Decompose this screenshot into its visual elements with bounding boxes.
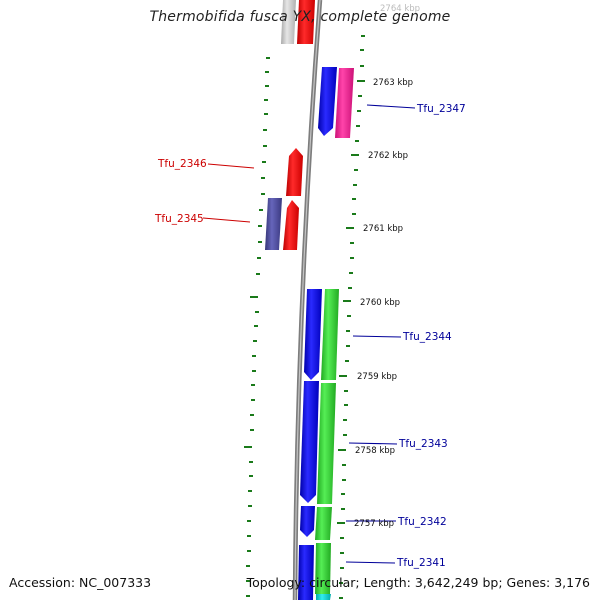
scale-tick-label: 2757 kbp	[354, 519, 394, 529]
gene-feature-tfu-2345[interactable]	[283, 200, 299, 250]
gene-feature-green-1[interactable]	[321, 289, 339, 380]
scale-tick-label: 2761 kbp	[363, 224, 403, 234]
accession-text: Accession: NC_007333	[9, 575, 152, 590]
gene-features	[265, 0, 354, 600]
gene-feature-tfu-2347[interactable]	[318, 67, 337, 136]
gene-label-tfu-2346[interactable]: Tfu_2346	[157, 158, 207, 170]
map-title: Thermobifida fusca YX, complete genome	[149, 9, 451, 25]
scale-tick-label: 2758 kbp	[355, 446, 395, 456]
gene-feature-tfu-2343[interactable]	[300, 381, 319, 503]
genome-summary-text: Topology: circular; Length: 3,642,249 bp…	[246, 575, 590, 590]
gene-label-tfu-2342[interactable]: Tfu_2342	[397, 516, 447, 528]
scale-tick-label: 2764 kbp	[380, 4, 420, 14]
gene-label-tfu-2347[interactable]: Tfu_2347	[416, 103, 466, 115]
gene-label-tfu-2341[interactable]: Tfu_2341	[396, 557, 446, 569]
label-leader-lines	[202, 104, 416, 564]
gene-feature-green-4[interactable]	[315, 543, 331, 594]
gene-feature-red-top[interactable]	[297, 0, 315, 44]
gene-feature-magenta[interactable]	[335, 68, 354, 138]
scale-labels: 2764 kbp 2763 kbp 2762 kbp 2761 kbp 2760…	[354, 4, 420, 529]
inner-tick-ring	[244, 57, 270, 597]
gene-feature-green-2[interactable]	[317, 383, 336, 504]
gene-feature-green-3[interactable]	[315, 507, 332, 540]
gene-label-tfu-2345[interactable]: Tfu_2345	[154, 213, 204, 225]
gene-label-tfu-2343[interactable]: Tfu_2343	[398, 438, 448, 450]
gene-feature-tfu-2344[interactable]	[304, 289, 322, 380]
scale-tick-label: 2762 kbp	[368, 151, 408, 161]
gene-feature-purple[interactable]	[265, 198, 282, 250]
outer-tick-ring	[337, 35, 365, 599]
gene-feature-tfu-2341[interactable]	[298, 545, 314, 600]
scale-tick-label: 2760 kbp	[360, 298, 400, 308]
gene-labels: Tfu_2347 Tfu_2346 Tfu_2345 Tfu_2344 Tfu_…	[154, 103, 466, 569]
gene-feature-tfu-2342[interactable]	[300, 506, 315, 537]
gene-feature-gray[interactable]	[281, 0, 296, 44]
gene-feature-tfu-2346[interactable]	[286, 148, 303, 196]
scale-tick-label: 2759 kbp	[357, 372, 397, 382]
gene-feature-cyan[interactable]	[316, 594, 331, 600]
gene-label-tfu-2344[interactable]: Tfu_2344	[402, 331, 452, 343]
scale-tick-label: 2763 kbp	[373, 78, 413, 88]
